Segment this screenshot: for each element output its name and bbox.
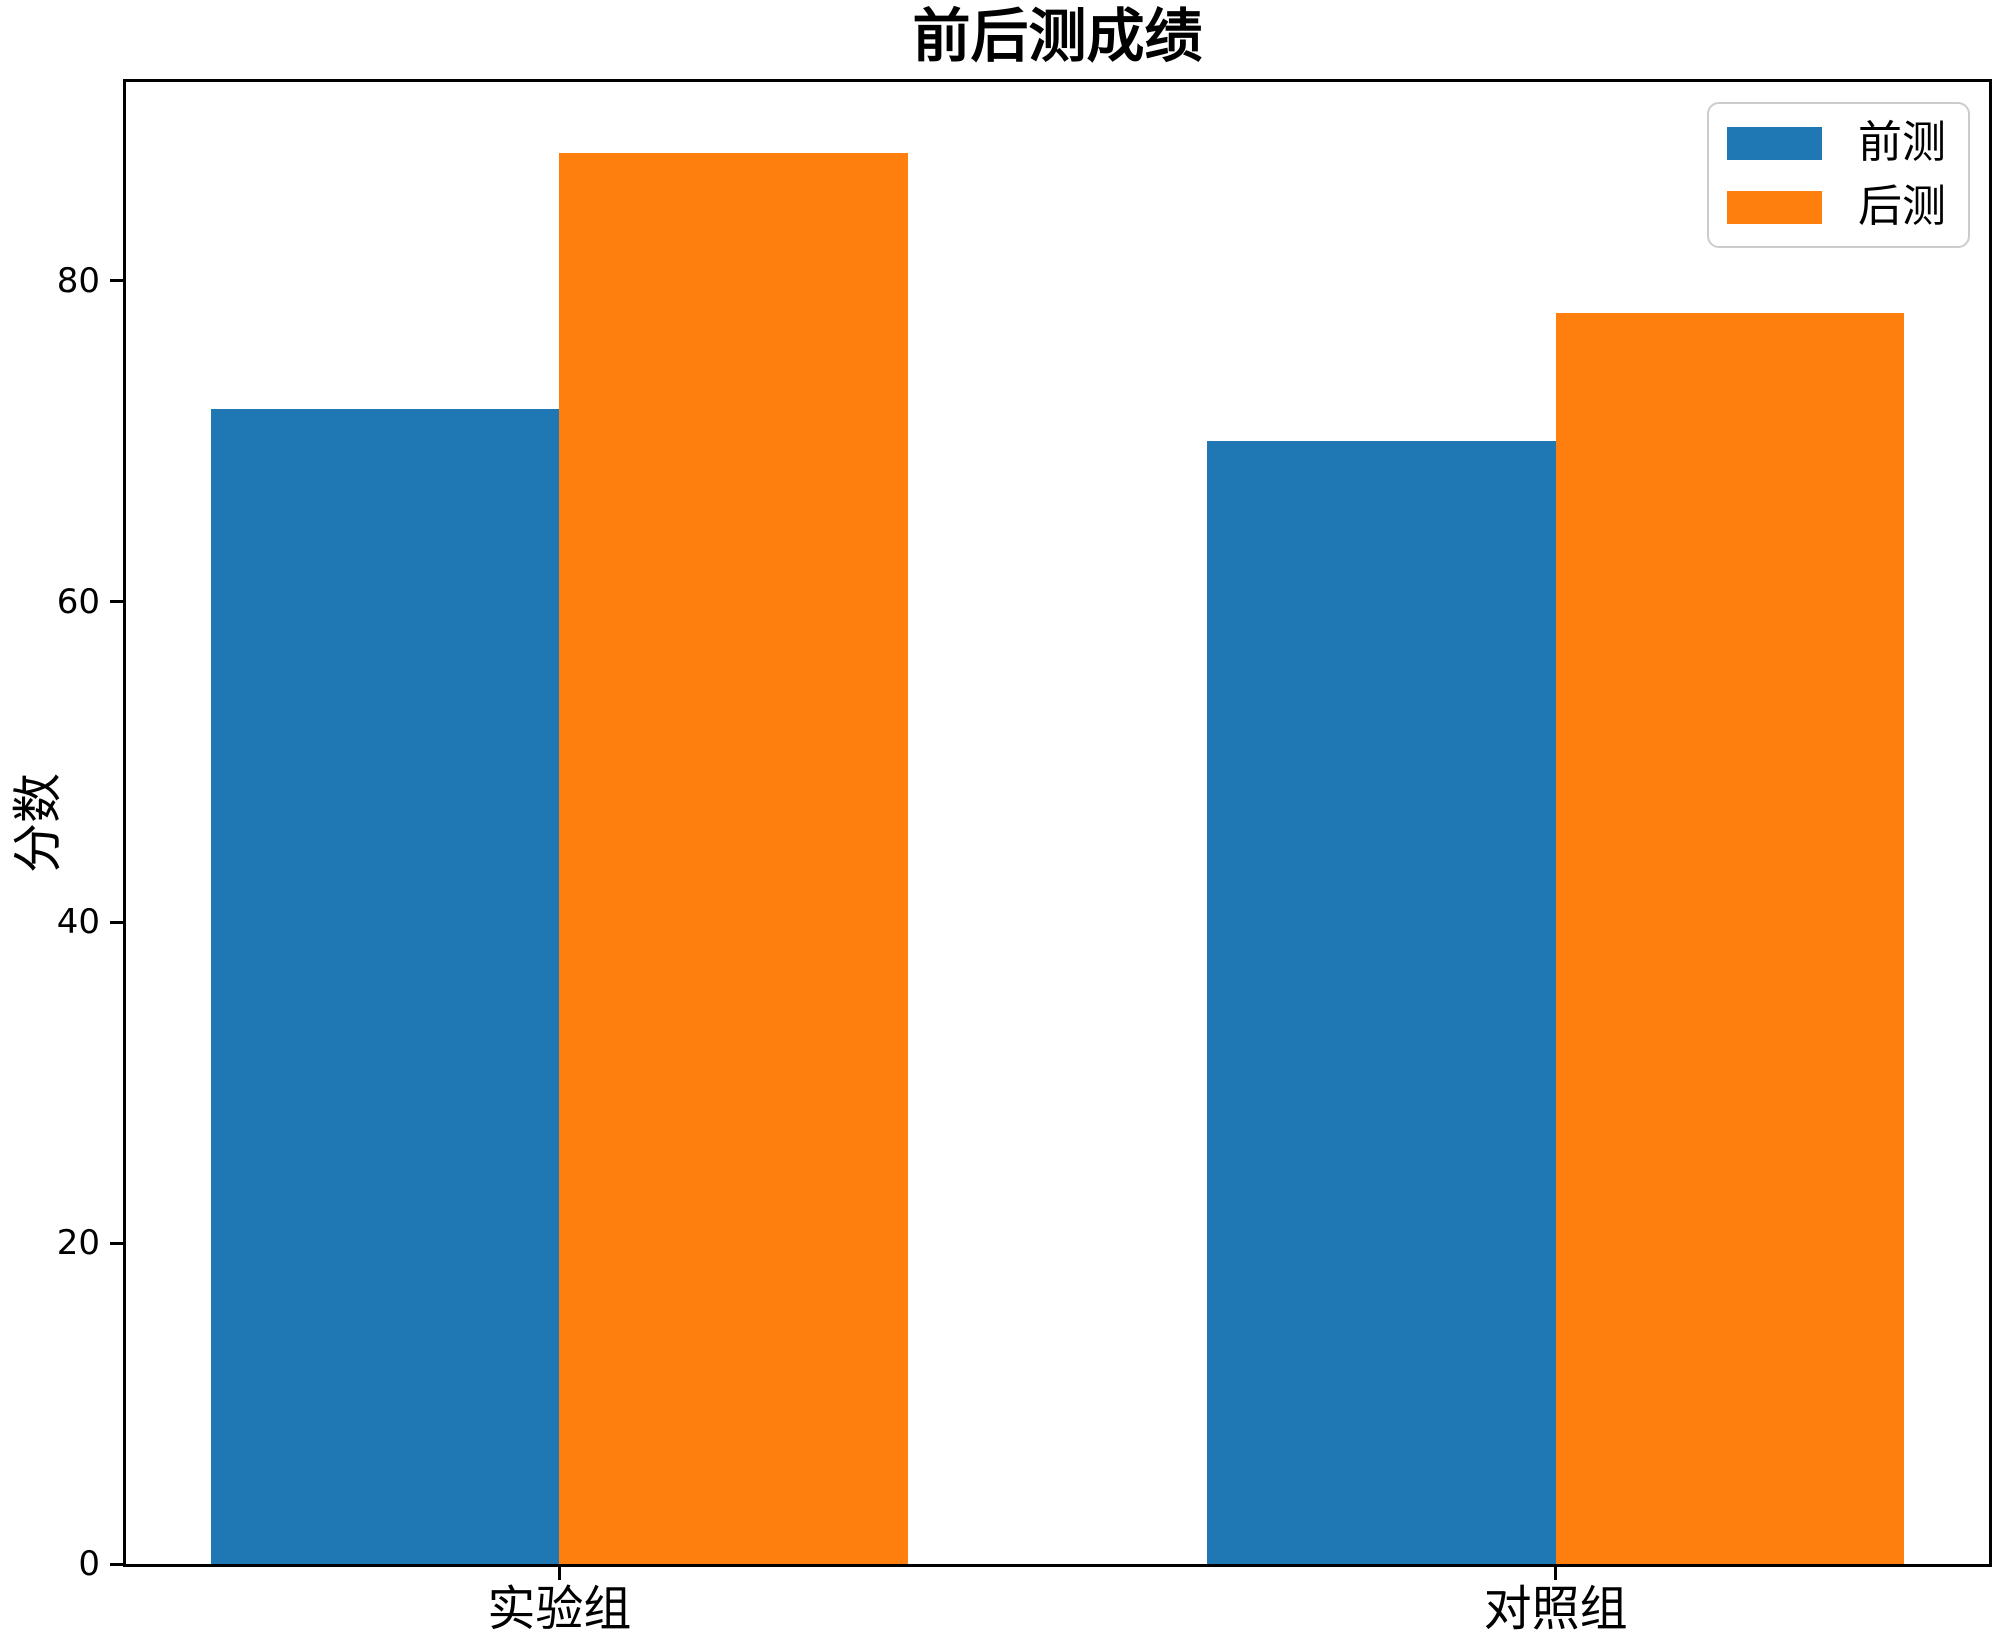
legend-label: 后测 xyxy=(1858,181,1946,232)
y-tick-mark-40 xyxy=(110,920,123,924)
y-tick-mark-60 xyxy=(110,600,123,604)
legend-swatch-icon xyxy=(1727,126,1822,160)
legend-swatch-icon xyxy=(1727,190,1822,224)
legend: 前测 后测 xyxy=(1707,102,1970,248)
y-tick-label-20: 20 xyxy=(56,1223,100,1264)
x-tick-label-1: 对照组 xyxy=(1483,1581,1628,1633)
y-tick-label-80: 80 xyxy=(56,260,100,301)
bar-series0-cat1 xyxy=(1206,441,1556,1564)
x-tick-mark-0 xyxy=(557,1567,561,1580)
bar-series0-cat0 xyxy=(210,409,560,1564)
bar-series1-cat1 xyxy=(1555,312,1905,1564)
x-tick-mark-1 xyxy=(1554,1567,1558,1580)
y-axis-label: 分数 xyxy=(9,773,67,873)
legend-item-0: 前测 xyxy=(1727,119,1950,167)
legend-item-1: 后测 xyxy=(1727,183,1950,231)
x-tick-label-0: 实验组 xyxy=(487,1581,632,1633)
legend-label: 前测 xyxy=(1858,117,1946,168)
y-tick-mark-80 xyxy=(110,279,123,283)
y-tick-label-0: 0 xyxy=(78,1544,100,1584)
y-tick-mark-20 xyxy=(110,1241,123,1245)
y-tick-label-60: 60 xyxy=(56,581,100,622)
y-tick-label-40: 40 xyxy=(56,902,100,943)
plot-area: 前测 后测 xyxy=(123,79,1992,1567)
chart-title: 前后测成绩 xyxy=(912,2,1203,70)
y-tick-mark-0 xyxy=(110,1562,123,1566)
bar-series1-cat0 xyxy=(559,152,909,1564)
